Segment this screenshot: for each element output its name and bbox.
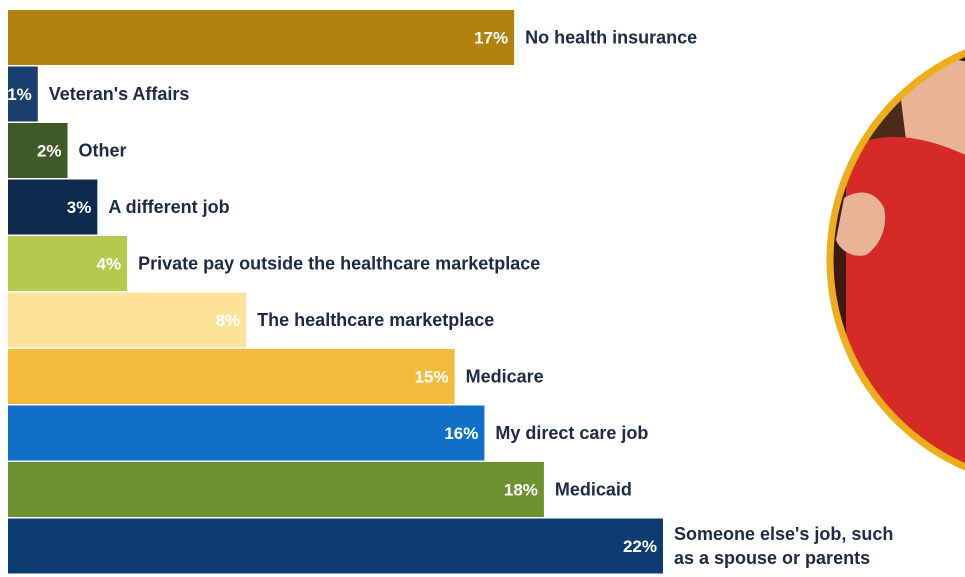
bar-category-label: Medicaid [555,480,632,500]
bar-value-label: 16% [444,424,478,443]
bar-category-label: Someone else's job, such as a spouse or p… [674,524,893,568]
bar-value-label: 1% [7,85,32,104]
bar-value-label: 15% [415,368,449,387]
bar [8,349,455,404]
bar [8,236,128,291]
photo-hand [836,192,886,256]
bar-value-label: 22% [623,537,657,556]
bar [8,405,485,461]
bar-value-label: 17% [474,29,508,48]
bar [8,462,544,517]
bar [8,123,68,178]
bar-category-label: Veteran's Affairs [49,84,190,104]
photo-circle [826,34,965,486]
bar-category-line: Someone else's job, such [674,524,893,544]
bar-category-label: A different job [108,197,229,217]
bar-value-label: 3% [67,198,92,217]
photo-ring [826,49,965,471]
bar [8,292,247,348]
bar [8,10,515,65]
bar-category-label: The healthcare marketplace [257,310,494,330]
bar-category-label: Medicare [466,367,544,387]
bar [8,179,98,235]
bar-value-label: 18% [504,481,538,500]
bar-category-label: Other [79,141,127,161]
bar-value-label: 8% [216,311,241,330]
bar-category-label: Private pay outside the healthcare marke… [138,254,540,274]
bar [8,518,663,574]
bar-value-label: 4% [97,255,122,274]
bar-category-label: No health insurance [525,28,697,48]
bar-value-label: 2% [37,142,62,161]
bar-category-line: as a spouse or parents [674,548,870,568]
photo-shirt [846,136,965,486]
bar-category-label: My direct care job [495,423,648,443]
bar [8,66,38,122]
